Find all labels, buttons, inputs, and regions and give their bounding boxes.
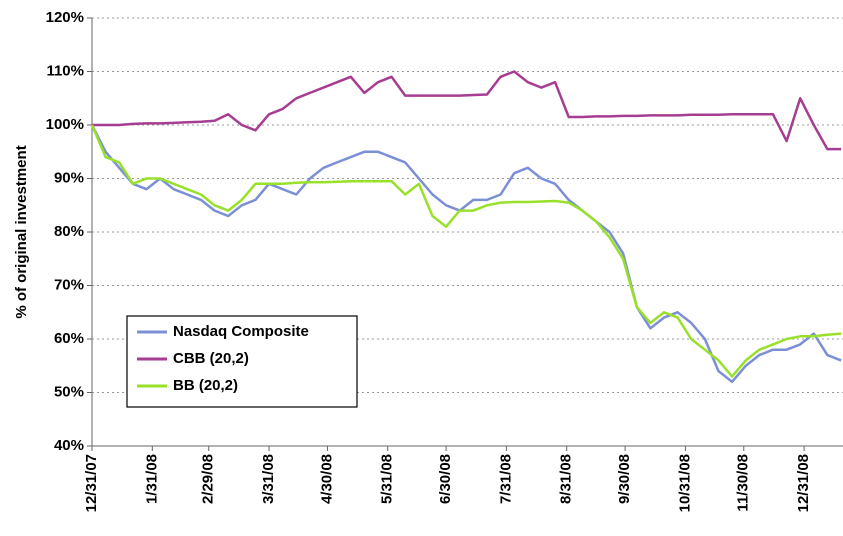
x-tick-label: 10/31/08 xyxy=(676,454,693,512)
x-tick-label: 8/31/08 xyxy=(558,454,575,504)
legend-label: Nasdaq Composite xyxy=(173,323,309,340)
x-tick-label: 12/31/08 xyxy=(795,454,812,512)
legend-box xyxy=(126,315,358,408)
x-tick-label: 6/30/08 xyxy=(437,454,454,504)
y-tick-label: 40% xyxy=(54,437,84,454)
y-tick-label: 90% xyxy=(54,169,84,186)
x-tick-label: 7/31/08 xyxy=(497,454,514,504)
legend-label: BB (20,2) xyxy=(173,377,238,394)
series-line xyxy=(92,70,842,151)
x-tick-label: 2/29/08 xyxy=(200,454,217,504)
y-tick-label: 120% xyxy=(46,9,84,26)
x-tick-label: 4/30/08 xyxy=(318,454,335,504)
y-tick-label: 100% xyxy=(46,116,84,133)
y-tick-label: 110% xyxy=(46,62,84,79)
x-tick-label: 11/30/08 xyxy=(735,454,752,512)
x-tick-label: 12/31/07 xyxy=(83,454,100,512)
series-line xyxy=(90,124,842,384)
y-tick-label: 70% xyxy=(54,276,84,293)
x-tick-label: 5/31/08 xyxy=(379,454,396,504)
x-tick-label: 1/31/08 xyxy=(143,454,160,504)
series-line xyxy=(90,124,842,378)
x-tick-label: 3/31/08 xyxy=(260,454,277,504)
x-tick-label: 9/30/08 xyxy=(616,454,633,504)
y-tick-label: 50% xyxy=(54,383,84,400)
y-tick-label: 60% xyxy=(54,330,84,347)
legend-label: CBB (20,2) xyxy=(173,350,249,367)
legend: Nasdaq Composite CBB (20,2) BB (20,2) xyxy=(126,315,358,408)
y-axis-title: % of original investment xyxy=(13,145,30,318)
y-tick-label: 80% xyxy=(54,223,84,240)
